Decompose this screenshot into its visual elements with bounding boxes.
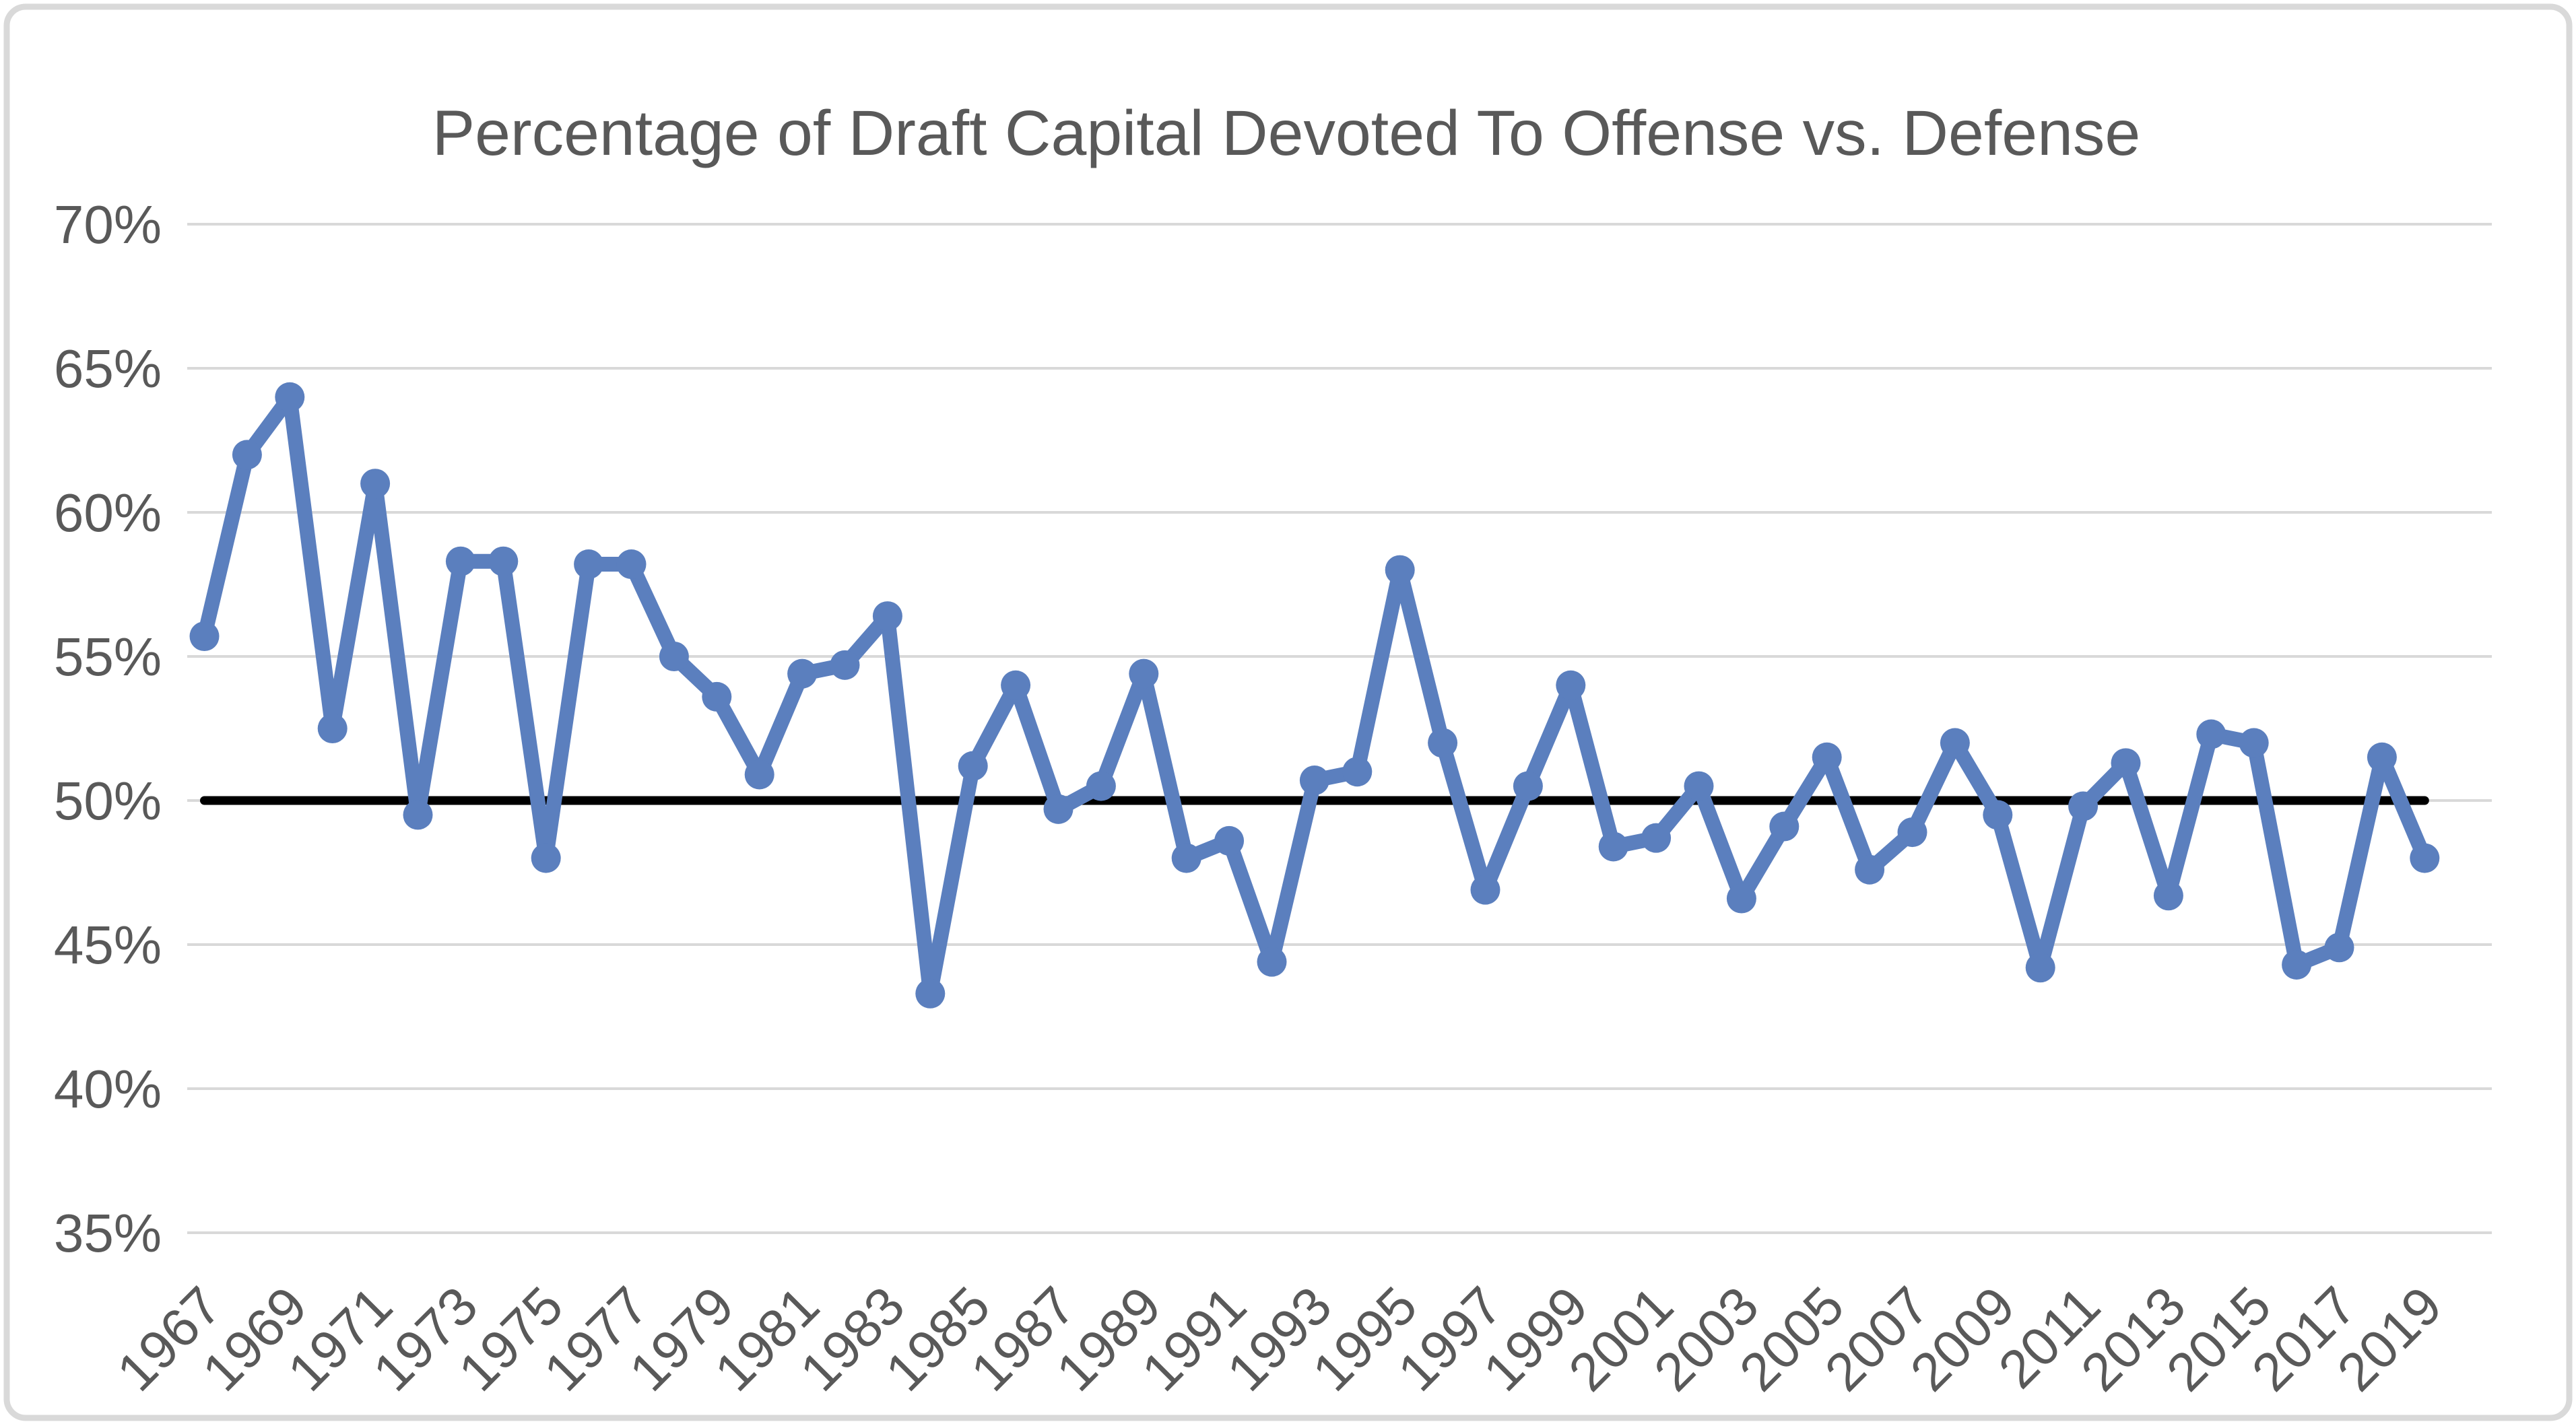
- data-point-1991: [1214, 825, 1245, 856]
- data-point-1995: [1385, 555, 1415, 585]
- data-point-1969: [275, 382, 305, 412]
- chart-border: [3, 3, 2573, 1421]
- data-point-1996: [1428, 728, 1458, 758]
- data-point-1974: [488, 546, 519, 576]
- data-point-2015: [2239, 728, 2269, 758]
- data-point-1984: [915, 978, 946, 1009]
- y-tick-label: 70%: [54, 195, 162, 254]
- data-point-1971: [360, 469, 391, 499]
- data-point-1981: [787, 658, 818, 689]
- data-point-2017: [2324, 932, 2354, 963]
- data-point-1978: [659, 642, 689, 671]
- data-point-1975: [531, 843, 561, 873]
- data-point-1997: [1470, 875, 1500, 905]
- y-tick-label: 65%: [54, 339, 162, 399]
- data-point-1976: [574, 549, 604, 580]
- data-point-2005: [1812, 742, 1842, 772]
- y-tick-label: 40%: [54, 1059, 162, 1119]
- data-point-1999: [1556, 670, 1586, 700]
- data-point-2004: [1769, 811, 1799, 842]
- data-point-1983: [872, 601, 902, 632]
- data-point-1972: [403, 800, 433, 830]
- data-point-2001: [1641, 823, 1672, 853]
- series-layer: [189, 382, 2440, 1009]
- data-point-1987: [1043, 794, 1074, 824]
- data-point-2002: [1684, 771, 1714, 801]
- data-point-1998: [1513, 771, 1543, 801]
- data-point-2006: [1855, 854, 1885, 885]
- data-point-1985: [958, 751, 988, 781]
- data-point-2014: [2196, 719, 2226, 749]
- data-point-2016: [2282, 949, 2312, 980]
- data-point-2019: [2410, 843, 2440, 873]
- data-point-1980: [744, 759, 774, 790]
- y-tick-label: 45%: [54, 915, 162, 975]
- chart-title: Percentage of Draft Capital Devoted To O…: [432, 98, 2141, 169]
- data-point-1988: [1086, 771, 1116, 801]
- data-point-2007: [1897, 817, 1927, 848]
- data-point-1994: [1342, 757, 1373, 787]
- data-point-1986: [1001, 670, 1031, 700]
- axis-labels-layer: 35%40%45%50%55%60%65%70%1967196919711973…: [54, 195, 2453, 1402]
- y-tick-label: 50%: [54, 771, 162, 831]
- data-point-2012: [2111, 748, 2141, 778]
- data-point-1990: [1171, 843, 1201, 873]
- data-point-1968: [232, 440, 262, 470]
- data-point-1993: [1299, 766, 1329, 796]
- data-point-2013: [2153, 881, 2183, 911]
- data-point-2011: [2068, 791, 2099, 821]
- data-point-2010: [2025, 953, 2055, 983]
- data-point-1989: [1129, 658, 1159, 689]
- data-point-1992: [1257, 947, 1287, 977]
- data-point-2009: [1983, 800, 2013, 830]
- data-point-1977: [616, 549, 647, 580]
- data-point-2018: [2367, 742, 2397, 772]
- data-point-1979: [702, 681, 732, 712]
- data-point-1982: [830, 650, 860, 680]
- data-point-1970: [317, 714, 348, 743]
- data-point-2000: [1598, 831, 1628, 862]
- y-tick-label: 55%: [54, 627, 162, 687]
- y-tick-label: 60%: [54, 483, 162, 543]
- y-tick-label: 35%: [54, 1203, 162, 1263]
- data-point-1967: [189, 621, 220, 652]
- data-point-2008: [1940, 728, 1970, 758]
- data-point-2003: [1726, 883, 1756, 914]
- data-point-1973: [445, 546, 475, 576]
